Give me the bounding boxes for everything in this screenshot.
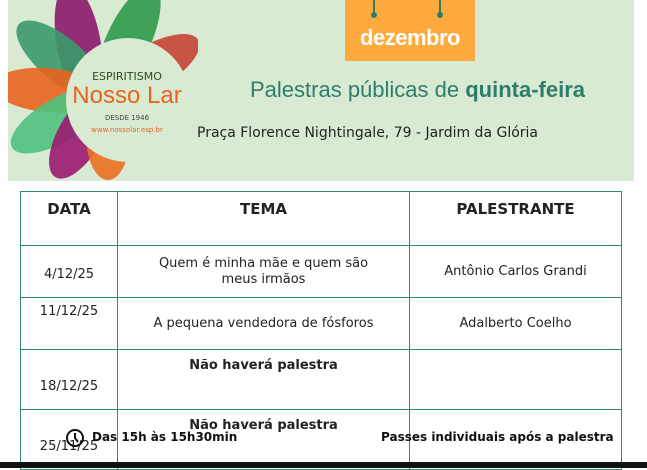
cell-date: 4/12/25 xyxy=(20,245,118,298)
title-bold: quinta-feira xyxy=(465,77,586,102)
cell-speaker: Adalberto Coelho xyxy=(409,297,622,350)
clock-icon xyxy=(66,429,84,447)
logo-since: DESDE 1946 xyxy=(104,114,150,122)
cell-date: 18/12/25 xyxy=(20,349,118,410)
schedule-table: DATA TEMA PALESTRANTE 4/12/25 Quem é min… xyxy=(20,191,622,470)
table-row: 4/12/25 Quem é minha mãe e quem são meus… xyxy=(20,245,622,298)
header-speaker: PALESTRANTE xyxy=(409,191,622,246)
table-row: 25/11/25 Não haverá palestra xyxy=(20,409,622,470)
cell-theme: Quem é minha mãe e quem são meus irmãos xyxy=(117,245,410,298)
cell-date: 25/11/25 xyxy=(20,409,118,470)
cell-theme: A pequena vendedora de fósforos xyxy=(117,297,410,350)
cell-date: 11/12/25 xyxy=(20,297,118,350)
cell-speaker xyxy=(409,409,622,470)
header-theme: TEMA xyxy=(117,191,410,246)
page-title: Palestras públicas de quinta-feira xyxy=(250,77,585,103)
logo-name: Nosso Lar xyxy=(72,82,182,109)
pin-icon xyxy=(371,0,377,18)
cell-speaker: Antônio Carlos Grandi xyxy=(409,245,622,298)
table-row: 11/12/25 A pequena vendedora de fósforos… xyxy=(20,297,622,350)
header-date: DATA xyxy=(20,191,118,246)
time-info: Das 15h às 15h30min xyxy=(92,430,238,444)
logo-flower-icon xyxy=(8,0,198,180)
table-row: 18/12/25 Não haverá palestra xyxy=(20,349,622,410)
cell-speaker xyxy=(409,349,622,410)
cell-theme: Não haverá palestra xyxy=(117,349,410,410)
month-label: dezembro xyxy=(360,25,460,50)
passes-info: Passes individuais após a palestra xyxy=(381,430,614,444)
address: Praça Florence Nightingale, 79 - Jardim … xyxy=(197,125,538,141)
table-header-row: DATA TEMA PALESTRANTE xyxy=(20,191,622,246)
logo-url: www.nossolar.esp.br xyxy=(91,126,163,134)
title-regular: Palestras públicas de xyxy=(250,77,466,102)
logo-espiritismo: ESPIRITISMO xyxy=(92,70,162,83)
bottom-bar xyxy=(0,462,647,468)
pin-icon xyxy=(437,0,443,18)
month-badge: dezembro xyxy=(345,0,475,61)
